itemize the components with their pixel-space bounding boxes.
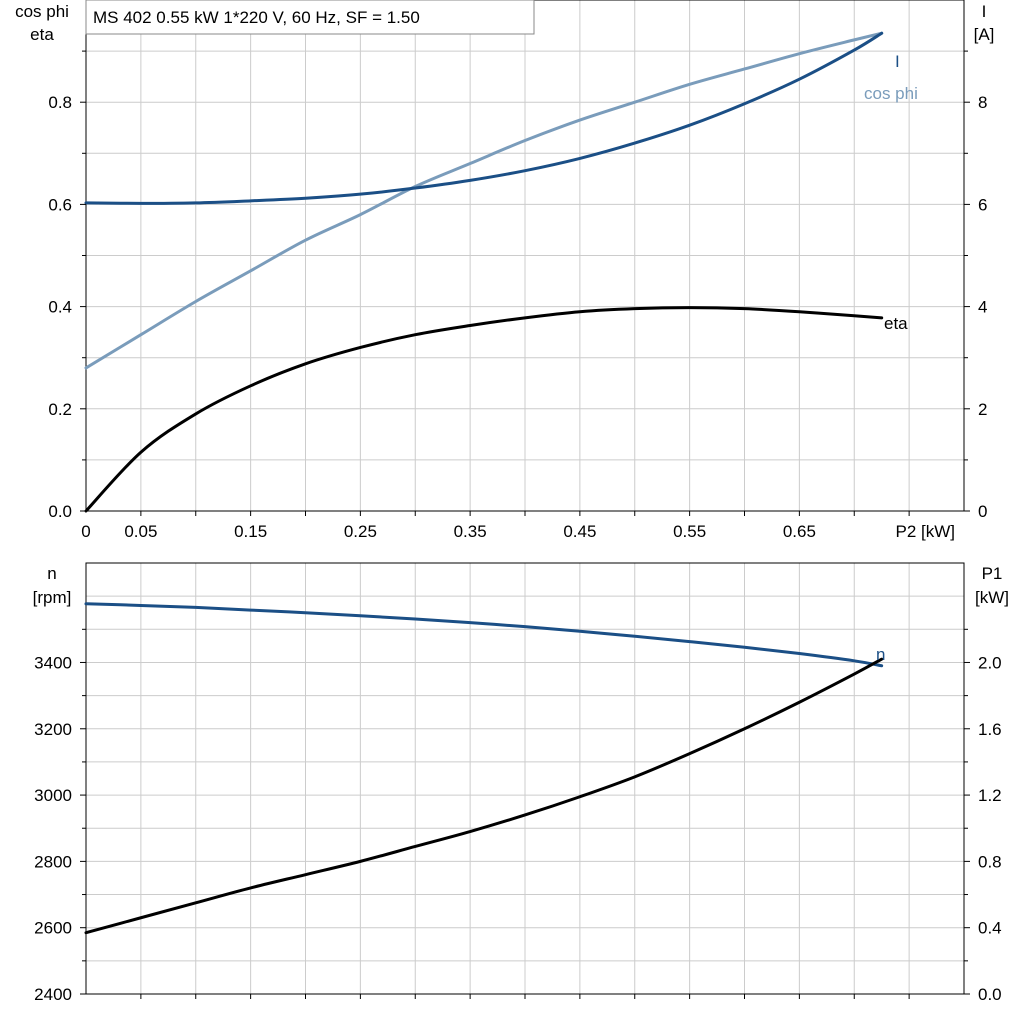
bottom-chart-series <box>84 602 884 935</box>
series-label-eta: eta <box>884 314 908 333</box>
bottom-left-axis-label-line1: n <box>47 564 56 583</box>
top-series-line-eta <box>84 306 884 513</box>
top-right-axis-label-line2: [A] <box>974 25 995 44</box>
top-chart-series <box>84 31 884 513</box>
bottom-left-tick-label: 3400 <box>34 653 72 672</box>
chart-title-box <box>85 0 535 35</box>
series-label-cos-phi: cos phi <box>864 84 918 103</box>
top-right-tick-label: 2 <box>978 400 987 419</box>
top-x-tick-label: 0 <box>81 522 90 541</box>
bottom-chart-ticks: 2400 2600 2800 3000 3200 3400 0.0 0.4 0.8 1.2 1.6 2… <box>34 628 1002 1004</box>
bottom-left-tick-label: 3000 <box>34 786 72 805</box>
bottom-right-tick-label: 1.2 <box>978 786 1002 805</box>
top-left-tick-label: 0.2 <box>48 400 72 419</box>
top-x-tick-label: 0.15 <box>234 522 267 541</box>
top-x-tick-label: 0.65 <box>783 522 816 541</box>
bottom-series-line-p1 <box>84 657 884 935</box>
bottom-left-axis-label-line2: [rpm] <box>33 588 72 607</box>
top-right-axis-label-line1: I <box>982 2 987 21</box>
x-axis-label: P2 [kW] <box>895 522 955 541</box>
top-x-tick-label: 0.25 <box>344 522 377 541</box>
top-x-tick-label: 0.55 <box>673 522 706 541</box>
bottom-right-tick-label: 0.8 <box>978 852 1002 871</box>
top-left-axis-label-line1: cos phi <box>15 2 69 21</box>
bottom-left-tick-label: 3200 <box>34 720 72 739</box>
bottom-right-tick-label: 1.6 <box>978 720 1002 739</box>
bottom-chart-grid <box>86 563 964 994</box>
series-label-current: I <box>895 52 900 71</box>
top-left-tick-label: 0.6 <box>48 195 72 214</box>
top-chart-grid <box>86 0 964 511</box>
top-right-tick-label: 8 <box>978 93 987 112</box>
top-series-line-i <box>84 31 884 205</box>
top-left-axis-label-line2: eta <box>30 25 54 44</box>
bottom-right-tick-label: 2.0 <box>978 653 1002 672</box>
top-right-tick-label: 4 <box>978 298 987 317</box>
top-series-line-cos-phi <box>84 31 884 370</box>
top-x-tick-label: 0.05 <box>124 522 157 541</box>
bottom-left-tick-label: 2400 <box>34 985 72 1004</box>
top-right-tick-label: 6 <box>978 195 987 214</box>
bottom-left-tick-label: 2800 <box>34 852 72 871</box>
top-right-tick-label: 0 <box>978 502 987 521</box>
top-x-tick-label: 0.45 <box>563 522 596 541</box>
top-chart-ticks: 0.0 0.2 0.4 0.6 0.8 0 2 4 6 8 0 0.05 0.15 0.25 0.35 0.4… <box>48 50 987 541</box>
top-left-tick-label: 0.0 <box>48 502 72 521</box>
bottom-right-axis-label-line2: [kW] <box>975 588 1009 607</box>
top-left-tick-label: 0.4 <box>48 298 72 317</box>
top-left-tick-label: 0.8 <box>48 93 72 112</box>
bottom-right-axis-label-line1: P1 <box>982 564 1003 583</box>
top-x-tick-label: 0.35 <box>454 522 487 541</box>
bottom-left-tick-label: 2600 <box>34 919 72 938</box>
series-label-speed: n <box>876 645 885 664</box>
chart-title: MS 402 0.55 kW 1*220 V, 60 Hz, SF = 1.50 <box>93 8 420 27</box>
bottom-right-tick-label: 0.0 <box>978 985 1002 1004</box>
bottom-series-line-n <box>84 602 884 668</box>
bottom-right-tick-label: 0.4 <box>978 919 1002 938</box>
